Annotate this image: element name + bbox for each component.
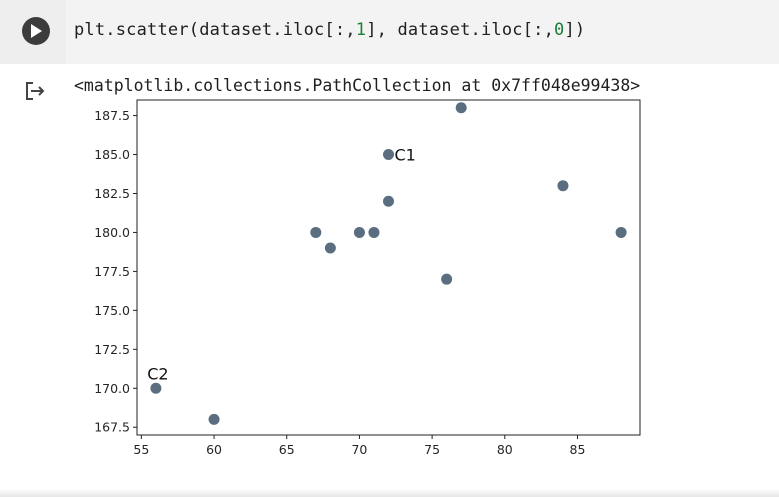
x-tick-label: 65: [279, 442, 295, 457]
y-axis-ticks: 167.5 170.0 172.5 175.0 177.5 180.0 182.5 185.0…: [94, 108, 137, 435]
x-tick-label: 60: [206, 442, 222, 457]
scatter-point: [353, 226, 365, 238]
run-gutter: [0, 0, 66, 64]
y-tick-label: 182.5: [94, 186, 130, 201]
code-arg-2: 0: [554, 20, 565, 40]
x-tick-label: 75: [424, 442, 440, 457]
run-cell-button[interactable]: [22, 17, 50, 45]
scatter-point: [310, 226, 322, 238]
scatter-point: [383, 149, 394, 161]
y-tick-label: 175.0: [94, 303, 130, 318]
y-tick-label: 170.0: [94, 381, 130, 396]
scatter-point: [368, 226, 380, 238]
scatter-points: [150, 102, 627, 425]
output-redirect-icon[interactable]: [24, 80, 46, 102]
code-line: plt.scatter(dataset.iloc[:,1], dataset.i…: [74, 20, 585, 40]
x-tick-label: 85: [570, 442, 586, 457]
code-editor[interactable]: plt.scatter(dataset.iloc[:,1], dataset.i…: [66, 0, 779, 64]
code-middle: ], dataset.iloc[:,: [366, 20, 555, 40]
scatter-point: [208, 413, 220, 425]
y-tick-label: 172.5: [94, 342, 130, 357]
code-input-row: plt.scatter(dataset.iloc[:,1], dataset.i…: [0, 0, 779, 64]
point-annotation-label: C2: [147, 364, 168, 383]
scatter-plot: 167.5 170.0 172.5 175.0 177.5 180.0 182.5 185.0…: [94, 99, 641, 457]
y-tick-label: 185.0: [94, 147, 130, 162]
code-suffix: ]): [564, 20, 586, 40]
y-tick-label: 180.0: [94, 225, 130, 240]
play-icon: [31, 24, 42, 38]
code-prefix: plt.scatter(dataset.iloc[:,: [74, 20, 356, 40]
y-tick-label: 187.5: [94, 108, 130, 123]
output-repr-text: <matplotlib.collections.PathCollection a…: [74, 76, 641, 95]
point-annotations: C1 C2: [147, 146, 416, 384]
x-axis-ticks: 55 60 65 70 75 80 85: [133, 435, 585, 457]
scatter-point: [150, 382, 162, 394]
scatter-point: [557, 180, 569, 192]
scatter-point: [324, 242, 336, 254]
y-tick-label: 177.5: [94, 264, 130, 279]
y-tick-label: 167.5: [94, 420, 130, 435]
plot-axes-frame: [136, 99, 641, 436]
x-tick-label: 80: [497, 442, 513, 457]
cell-output: <matplotlib.collections.PathCollection a…: [0, 64, 779, 497]
x-tick-label: 70: [351, 442, 367, 457]
scatter-point: [615, 226, 627, 238]
scatter-point: [455, 102, 467, 114]
scatter-point: [383, 195, 394, 207]
point-annotation-label: C1: [395, 146, 416, 165]
cell-bottom-edge: [0, 489, 779, 497]
scatter-point: [441, 273, 453, 285]
x-tick-label: 55: [133, 442, 149, 457]
code-arg-1: 1: [355, 20, 367, 40]
